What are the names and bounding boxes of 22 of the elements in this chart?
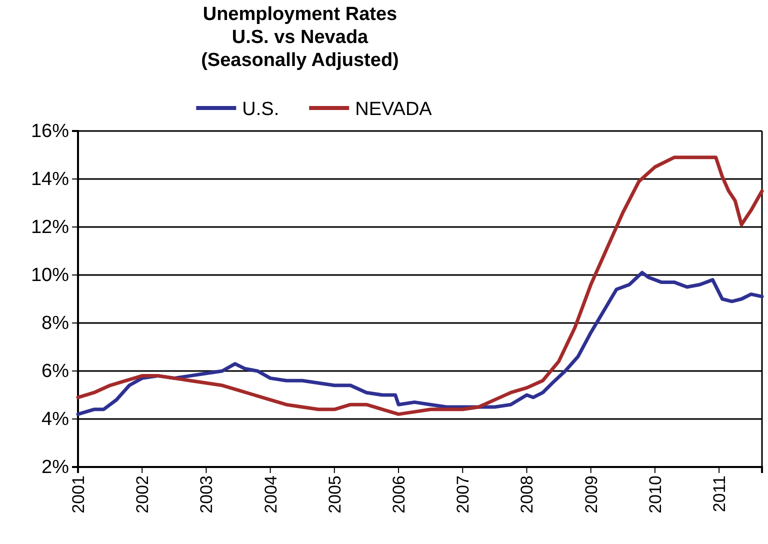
y-tick-label: 10% [30, 265, 70, 286]
x-tick-label: 2008 [518, 476, 537, 514]
x-tick-label: 2003 [197, 476, 216, 514]
x-tick-label: 2011 [710, 476, 729, 512]
y-tick-label: 16% [30, 121, 70, 142]
x-tick-label: 2010 [646, 476, 665, 514]
x-tick-label: 2001 [68, 476, 88, 514]
x-tick-label: 2006 [389, 476, 408, 514]
y-tick-label: 8% [42, 313, 70, 334]
x-tick-label: 2004 [261, 476, 280, 514]
legend-label: U.S. [242, 99, 280, 120]
y-tick-label: 4% [42, 409, 70, 430]
x-tick-label: 2005 [325, 476, 344, 514]
y-tick-label: 14% [30, 169, 70, 190]
y-tick-label: 6% [42, 361, 70, 382]
chart-title: Unemployment Rates U.S. vs Nevada (Seasonally Adjusted) [201, 4, 399, 71]
x-tick-label: 2007 [454, 476, 473, 514]
x-tick-label: 2009 [582, 476, 601, 514]
y-tick-label: 12% [30, 217, 70, 238]
legend-label: NEVADA [355, 99, 432, 120]
x-tick-label: 2002 [133, 476, 152, 514]
y-tick-label: 2% [42, 457, 70, 478]
